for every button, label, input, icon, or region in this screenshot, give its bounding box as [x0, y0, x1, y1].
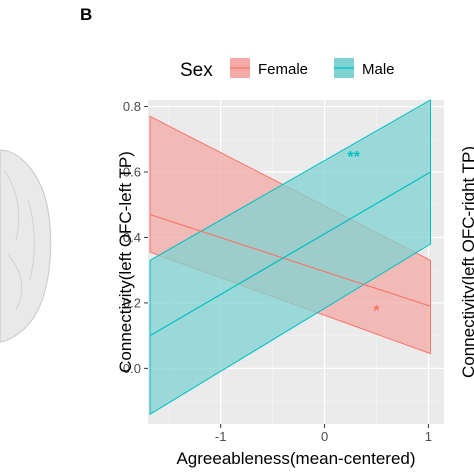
x-tick-label: -1	[215, 429, 227, 444]
panel-letter: B	[80, 5, 92, 24]
y-axis-title: Connectivity(left OFC-left TP)	[116, 151, 135, 373]
y-tick-label: 0.4	[123, 230, 141, 245]
legend-title: Sex	[180, 60, 213, 81]
y-tick-label: 0.8	[123, 99, 141, 114]
x-axis-title: Agreeableness(mean-centered)	[176, 449, 415, 468]
y-tick-label: 0.6	[123, 165, 141, 180]
fit-line-male	[149, 171, 431, 337]
brain-image	[0, 149, 52, 343]
significance-marker: **	[347, 149, 360, 166]
ci-band-male	[149, 99, 431, 416]
legend-item-female: Female	[230, 58, 308, 78]
fit-line-female	[149, 213, 431, 307]
legend: Sex Female Male	[180, 58, 395, 81]
significance-marker: *	[373, 303, 380, 320]
legend-label-male: Male	[362, 61, 395, 78]
y-tick-label: 0.0	[123, 361, 141, 376]
legend-item-male: Male	[334, 58, 395, 78]
significance-annotations: ***	[347, 149, 380, 320]
x-tick-label: 1	[425, 429, 432, 444]
x-tick-label: 0	[321, 429, 328, 444]
legend-label-female: Female	[258, 61, 308, 78]
x-axis: -1 0 1	[215, 424, 432, 444]
right-panel-y-axis-title: Connectivity(left OFC-right TP)	[459, 146, 474, 378]
y-tick-label: 0.2	[123, 295, 141, 310]
y-axis: 0.0 0.2 0.4 0.6 0.8	[123, 99, 148, 376]
regression-lines	[149, 171, 431, 337]
confidence-bands	[149, 99, 431, 416]
